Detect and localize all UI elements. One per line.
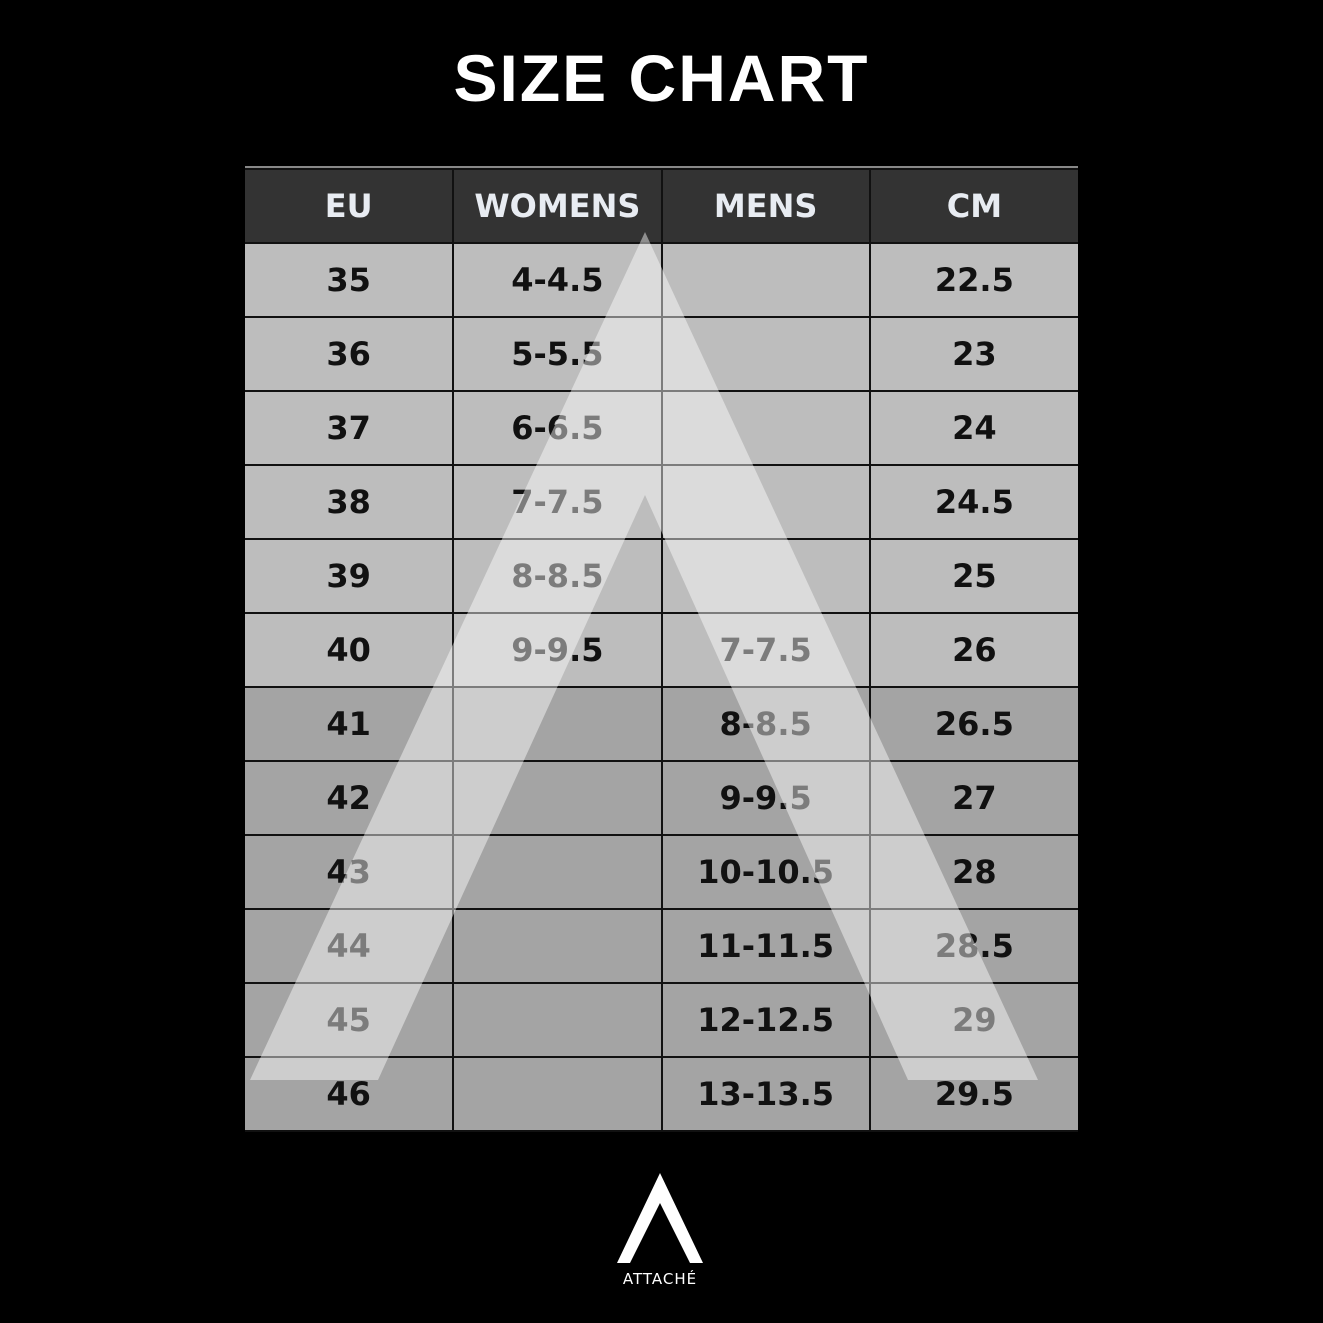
cell-mens: 11-11.5 [660,908,871,984]
cell-eu: 45 [245,982,455,1058]
column-header-mens: MENS [660,168,871,244]
table-row: 38 7-7.5 24.5 [245,464,1078,540]
column-header-cm: CM [868,168,1078,244]
table-row: 46 13-13.5 29.5 [245,1056,1078,1132]
cell-womens: 9-9.5 [452,612,663,688]
cell-womens: 6-6.5 [452,390,663,466]
cell-eu: 44 [245,908,455,984]
cell-cm: 29.5 [868,1056,1078,1132]
table-row: 45 12-12.5 29 [245,982,1078,1058]
cell-cm: 27 [868,760,1078,836]
cell-womens [452,908,663,984]
cell-mens [660,316,871,392]
table-row: 37 6-6.5 24 [245,390,1078,466]
table-row: 42 9-9.5 27 [245,760,1078,836]
brand-logo-text: ATTACHÉ [622,1270,698,1288]
cell-mens: 12-12.5 [660,982,871,1058]
size-chart-table-container: EU WOMENS MENS CM 35 4-4.5 22.5 36 5-5.5 23 37… [245,166,1078,1132]
size-chart-table: EU WOMENS MENS CM 35 4-4.5 22.5 36 5-5.5 23 37… [245,168,1078,1132]
cell-womens [452,982,663,1058]
table-header-row: EU WOMENS MENS CM [245,168,1078,244]
cell-womens: 4-4.5 [452,242,663,318]
cell-mens [660,538,871,614]
cell-cm: 28 [868,834,1078,910]
cell-eu: 35 [245,242,455,318]
cell-cm: 23 [868,316,1078,392]
cell-eu: 40 [245,612,455,688]
cell-eu: 36 [245,316,455,392]
cell-cm: 29 [868,982,1078,1058]
cell-mens: 7-7.5 [660,612,871,688]
cell-womens: 5-5.5 [452,316,663,392]
table-row: 40 9-9.5 7-7.5 26 [245,612,1078,688]
table-top-divider [245,166,1078,168]
cell-womens [452,760,663,836]
cell-cm: 26 [868,612,1078,688]
cell-eu: 37 [245,390,455,466]
cell-eu: 46 [245,1056,455,1132]
table-row: 36 5-5.5 23 [245,316,1078,392]
table-row: 35 4-4.5 22.5 [245,242,1078,318]
table-row: 41 8-8.5 26.5 [245,686,1078,762]
cell-womens [452,834,663,910]
cell-womens [452,1056,663,1132]
cell-womens [452,686,663,762]
cell-mens: 10-10.5 [660,834,871,910]
cell-mens: 8-8.5 [660,686,871,762]
table-row: 43 10-10.5 28 [245,834,1078,910]
cell-cm: 26.5 [868,686,1078,762]
cell-cm: 28.5 [868,908,1078,984]
cell-eu: 39 [245,538,455,614]
cell-womens: 8-8.5 [452,538,663,614]
cell-mens: 13-13.5 [660,1056,871,1132]
cell-mens [660,464,871,540]
cell-cm: 24.5 [868,464,1078,540]
table-row: 44 11-11.5 28.5 [245,908,1078,984]
attache-a-logo-icon [617,1173,703,1263]
page-title: SIZE CHART [453,41,870,115]
column-header-womens: WOMENS [452,168,663,244]
cell-cm: 25 [868,538,1078,614]
cell-mens [660,242,871,318]
cell-cm: 24 [868,390,1078,466]
cell-eu: 41 [245,686,455,762]
cell-mens: 9-9.5 [660,760,871,836]
cell-eu: 42 [245,760,455,836]
cell-eu: 43 [245,834,455,910]
cell-mens [660,390,871,466]
cell-womens: 7-7.5 [452,464,663,540]
column-header-eu: EU [245,168,455,244]
table-row: 39 8-8.5 25 [245,538,1078,614]
cell-cm: 22.5 [868,242,1078,318]
cell-eu: 38 [245,464,455,540]
